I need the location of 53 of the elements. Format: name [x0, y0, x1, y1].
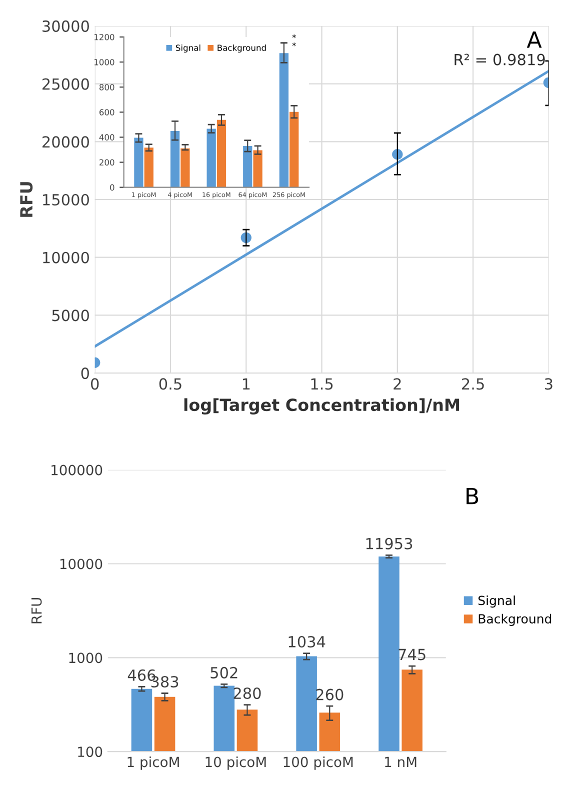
y-tick-label: 100 [78, 746, 102, 758]
y-tick-label: 10000 [60, 558, 102, 570]
data-label: 1034 [288, 636, 326, 648]
y-tick-label: 1000 [69, 652, 102, 664]
y-axis-title: RFU [31, 598, 42, 624]
y-tick-label: 30000 [42, 20, 89, 32]
legend-label: Background [218, 44, 266, 53]
annotation: R² = 0.9819 [454, 54, 545, 66]
x-tick-label: 0.5 [159, 378, 182, 390]
bar [206, 128, 216, 188]
legend-label: Background [478, 614, 552, 626]
y-tick-label: 0 [110, 184, 114, 191]
bar [279, 53, 289, 188]
bar [180, 148, 190, 188]
x-tick-label: 3 [544, 378, 552, 390]
y-tick-label: 15000 [43, 194, 89, 206]
y-tick-label: 600 [99, 109, 114, 116]
x-tick-label: 1 picoM [128, 756, 179, 770]
bar [144, 148, 154, 188]
y-tick-label: 800 [99, 84, 114, 90]
y-tick-label: 400 [99, 134, 114, 140]
y-tick-label: 0 [81, 368, 89, 380]
x-axis-title: log[Target Concentration]/nM [184, 398, 460, 414]
bar [216, 120, 226, 188]
x-tick-label: 2.5 [462, 378, 484, 390]
y-tick-label: 1000 [94, 59, 114, 66]
y-tick-label: 20000 [42, 136, 89, 148]
y-axis-title: RFU [20, 182, 33, 217]
annotation: * [292, 42, 296, 46]
y-tick-label: 200 [100, 159, 114, 166]
x-tick-label: 2 [394, 378, 401, 390]
y-tick-label: 100000 [52, 464, 102, 476]
y-tick-label: 25000 [42, 78, 89, 90]
x-tick-label: 1 nM [385, 756, 416, 767]
text: B [466, 488, 478, 504]
annotation: A [526, 32, 542, 48]
x-tick-label: 10 picoM [206, 756, 266, 770]
y-tick-label: 10000 [43, 252, 89, 264]
legend-label: Signal [478, 595, 515, 608]
x-tick-label: 1 [242, 378, 250, 390]
bar [253, 150, 262, 188]
annotation: * [292, 34, 296, 38]
data-label: 11953 [366, 538, 412, 550]
bar [134, 138, 144, 188]
legend-label: Signal [176, 44, 200, 53]
data-label: 502 [210, 666, 238, 678]
y-tick-label: 1200 [94, 34, 114, 40]
x-tick-label: 100 picoM [284, 756, 353, 770]
bar [243, 146, 252, 188]
bar [290, 112, 299, 188]
bar [170, 131, 180, 188]
x-tick-label: 1.5 [311, 378, 333, 390]
y-tick-label: 5000 [52, 310, 89, 322]
